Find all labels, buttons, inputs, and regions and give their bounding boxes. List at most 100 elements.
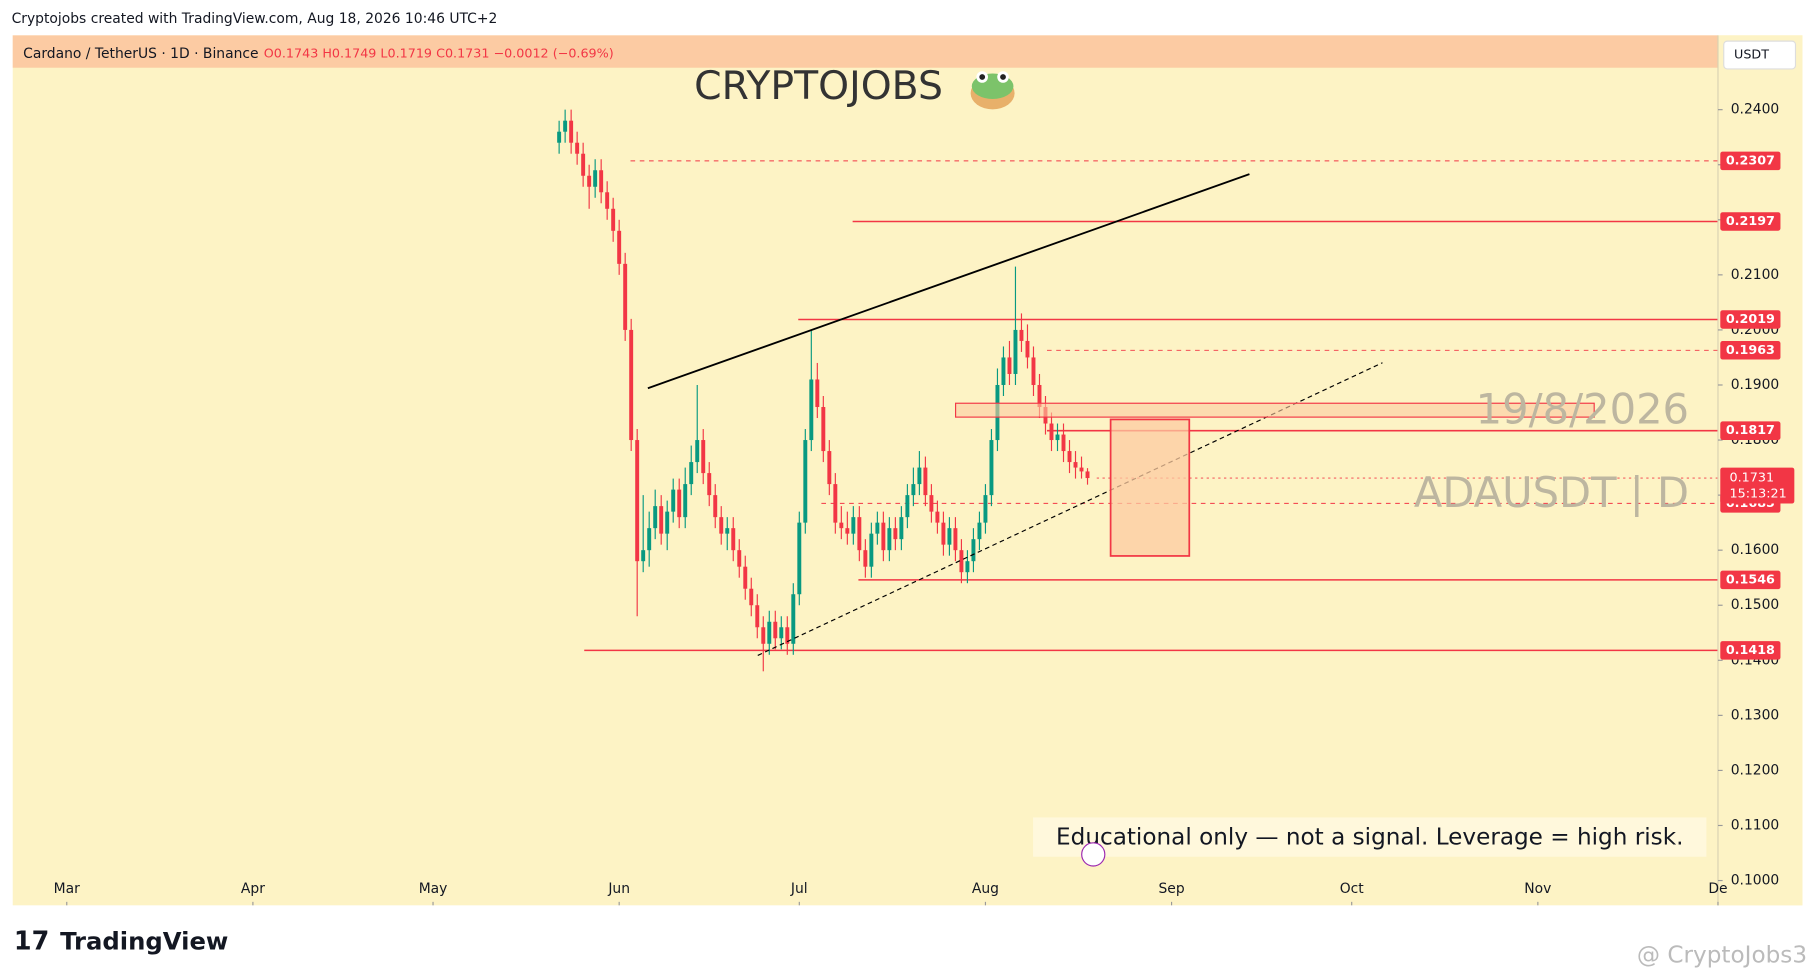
candle-body	[737, 550, 742, 567]
x-tick-label: Sep	[1158, 881, 1184, 897]
y-tick-label: 0.2100	[1731, 267, 1780, 283]
x-tick-label: Mar	[54, 881, 80, 897]
level-label: 0.2019	[1726, 311, 1775, 326]
watermark: CRYPTOJOBS	[694, 63, 943, 109]
candle-body	[749, 588, 754, 606]
candle-body	[881, 522, 886, 551]
candle-body	[797, 522, 802, 595]
candle-body	[629, 329, 634, 441]
candle-body	[557, 131, 562, 143]
candle-body	[605, 192, 610, 209]
candle-body	[659, 506, 664, 534]
candle-body	[611, 208, 616, 231]
candle-body	[1085, 471, 1090, 479]
level-tag	[1720, 421, 1781, 440]
candle-body	[695, 440, 700, 463]
candle-body	[1001, 357, 1006, 385]
candle-body	[761, 627, 766, 644]
candle-body	[923, 467, 928, 496]
candle-body	[917, 467, 922, 485]
disclaimer-bg	[1033, 817, 1707, 857]
candle-body	[947, 528, 952, 545]
trendline-dashed	[757, 362, 1383, 656]
currency-box	[1723, 40, 1797, 70]
zone	[955, 402, 1595, 418]
level-tag	[1720, 341, 1781, 360]
attribution: Cryptojobs created with TradingView.com,…	[12, 11, 498, 27]
candle-body	[1025, 340, 1030, 358]
candle-body	[905, 495, 910, 518]
candle-body	[1013, 329, 1018, 374]
candle-body	[563, 120, 568, 132]
candle-body	[1061, 434, 1066, 452]
candle-body	[839, 522, 844, 529]
candle-body	[1079, 467, 1084, 472]
candle-body	[755, 605, 760, 628]
candle-body	[767, 621, 772, 644]
candle-body	[953, 528, 958, 551]
x-tick-label: Aug	[972, 881, 999, 897]
candle-body	[731, 528, 736, 551]
candle-body	[683, 484, 688, 518]
candle-body	[617, 230, 622, 264]
candle-body	[857, 517, 862, 551]
candle-body	[713, 495, 718, 518]
candle-body	[845, 528, 850, 534]
candle-body	[887, 528, 892, 551]
y-tick-label: 0.1300	[1731, 707, 1780, 723]
candle-body	[1073, 462, 1078, 468]
x-tick-label: Jun	[607, 881, 630, 897]
candle-body	[935, 511, 940, 523]
candle-body	[1019, 329, 1024, 341]
candle-body	[875, 522, 880, 534]
level-label: 0.2307	[1726, 152, 1775, 167]
candle-body	[851, 517, 856, 534]
candle-body	[779, 627, 784, 639]
y-tick-label: 0.2400	[1731, 102, 1780, 118]
candle-body	[983, 495, 988, 523]
candle-body	[707, 473, 712, 496]
x-tick-label: Jul	[790, 881, 808, 897]
candle-body	[959, 550, 964, 573]
currency: USDT	[1734, 47, 1769, 62]
candle-body	[929, 495, 934, 512]
y-tick-label: 0.1000	[1731, 873, 1780, 889]
candle-body	[791, 594, 796, 644]
candle-body	[569, 120, 574, 143]
level-tag	[1720, 151, 1781, 171]
candle-body	[863, 550, 868, 567]
ohlc-header: O0.1743 H0.1749 L0.1719 C0.1731 −0.0012 …	[264, 45, 614, 60]
candle-body	[773, 621, 778, 639]
candle-body	[809, 379, 814, 441]
tv-logo: 17	[14, 926, 49, 956]
last-price-tag	[1720, 467, 1795, 504]
candle-body	[1049, 423, 1054, 441]
candle-body	[689, 462, 694, 485]
candle-body	[575, 142, 580, 154]
level-label: 0.1963	[1726, 342, 1775, 357]
event-icon	[1081, 842, 1106, 867]
candle-body	[899, 517, 904, 540]
x-tick-label: Oct	[1340, 881, 1365, 897]
frog-icon	[970, 71, 1015, 110]
candle-body	[665, 511, 670, 534]
candle-body	[1007, 357, 1012, 374]
target-box	[1109, 418, 1191, 557]
pair-note: ADAUSDT | D	[1414, 468, 1689, 517]
level-tag	[1720, 570, 1781, 590]
level-label: 0.1546	[1726, 571, 1775, 586]
level-tag	[1720, 641, 1781, 660]
candle-body	[941, 522, 946, 545]
level-label: 0.2197	[1726, 213, 1775, 228]
level-label: 0.1418	[1726, 642, 1775, 657]
candle-body	[641, 550, 646, 562]
candle-body	[827, 451, 832, 485]
candle-body	[803, 440, 808, 523]
level-tag	[1720, 212, 1781, 231]
x-tick-label: De	[1708, 881, 1727, 897]
candle-body	[989, 440, 994, 496]
candle-body	[977, 522, 982, 540]
candle-body	[1037, 384, 1042, 408]
candle-body	[815, 379, 820, 408]
